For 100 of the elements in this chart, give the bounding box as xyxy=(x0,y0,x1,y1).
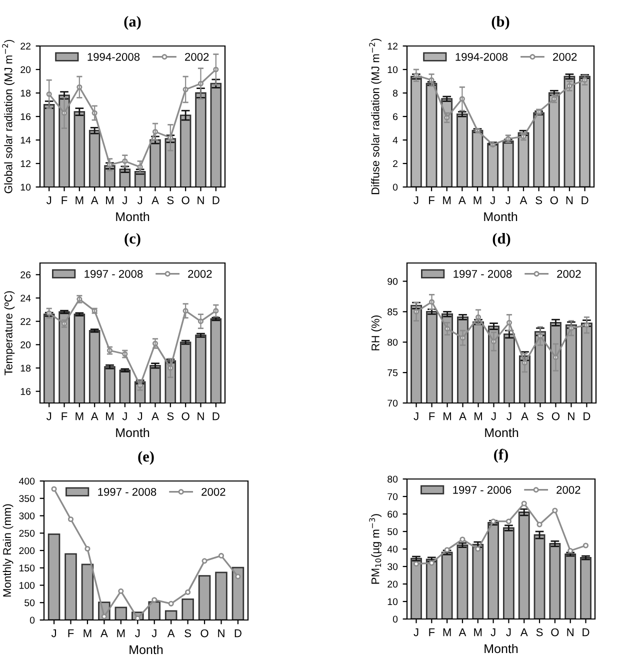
x-tick-label: J xyxy=(506,196,510,204)
x-tick-label: N xyxy=(566,196,573,204)
y-axis-title: Monthly Rain (mm) xyxy=(2,504,14,597)
x-tick-label: J xyxy=(51,629,56,638)
x-tick-label: O xyxy=(552,412,560,420)
x-tick-label: J xyxy=(490,196,495,204)
legend-label: 2002 xyxy=(556,486,580,494)
x-axis-title: Month xyxy=(485,428,518,438)
x-tick-label: M xyxy=(84,629,92,638)
y-tick-label: 30 xyxy=(388,563,398,570)
x-tick-label: A xyxy=(459,412,466,420)
y-tick-label: 22 xyxy=(20,318,30,325)
x-tick-label: A xyxy=(90,412,98,420)
x-tick-label: F xyxy=(429,196,434,204)
y-tick-label: 10 xyxy=(20,184,31,191)
x-tick-label: J xyxy=(152,629,156,638)
y-tick-label: 400 xyxy=(18,478,35,485)
x-tick-label: A xyxy=(521,412,528,420)
x-axis-title: Month xyxy=(116,428,150,438)
x-tick-label: J xyxy=(122,196,127,204)
x-tick-label: J xyxy=(137,196,142,204)
x-tick-label: D xyxy=(584,412,590,420)
y-tick-label: 20 xyxy=(20,66,31,74)
x-tick-label: M xyxy=(106,196,114,204)
x-tick-label: A xyxy=(100,629,108,638)
x-tick-label: F xyxy=(62,412,68,420)
x-tick-label: O xyxy=(182,412,190,420)
y-tick-label: 8 xyxy=(392,90,398,97)
chart-title: (a) xyxy=(124,16,141,30)
y-tick-label: 12 xyxy=(20,160,30,168)
y-tick-label: 50 xyxy=(24,599,35,606)
chart-title: (d) xyxy=(492,232,510,247)
x-tick-label: S xyxy=(184,629,191,638)
y-tick-label: 80 xyxy=(388,476,398,483)
y-axis-title: Global solar radiation (MJ m$^{−2}$) xyxy=(2,40,14,194)
x-tick-label: J xyxy=(46,196,52,204)
y-tick-label: 0 xyxy=(30,616,35,624)
legend-label: 1997 - 2008 xyxy=(84,270,143,278)
y-tick-label: 10 xyxy=(388,66,398,74)
x-tick-label: J xyxy=(137,412,142,420)
y-tick-label: 40 xyxy=(387,546,398,553)
x-tick-label: D xyxy=(212,196,220,204)
x-tick-label: O xyxy=(551,628,559,636)
y-tick-label: 75 xyxy=(388,369,398,376)
x-axis-title: Month xyxy=(484,212,518,222)
y-tick-label: 85 xyxy=(388,308,398,316)
x-tick-label: M xyxy=(474,196,482,204)
y-tick-label: 24 xyxy=(20,294,31,302)
y-tick-label: 4 xyxy=(392,136,398,144)
x-tick-label: D xyxy=(582,196,588,204)
y-tick-label: 18 xyxy=(20,90,31,97)
y-tick-label: 16 xyxy=(20,113,31,120)
legend-label: 2002 xyxy=(185,52,209,61)
x-tick-label: S xyxy=(537,412,544,420)
y-axis-title: Temperature (ºC) xyxy=(4,291,15,376)
y-tick-label: 10 xyxy=(388,598,398,606)
y-tick-label: 60 xyxy=(388,510,398,518)
y-axis-title: RH (%) xyxy=(371,315,382,350)
legend-label: 2002 xyxy=(557,270,581,278)
y-tick-label: 6 xyxy=(393,113,398,120)
y-axis-title: Diffuse solar radiation (MJ m$^{−2}$) xyxy=(369,38,382,194)
x-tick-label: F xyxy=(429,628,435,636)
x-tick-label: J xyxy=(414,196,418,204)
y-tick-label: 150 xyxy=(19,564,35,572)
x-tick-label: J xyxy=(414,628,418,636)
x-axis-title: Month xyxy=(484,644,518,654)
x-tick-label: A xyxy=(152,196,159,204)
x-tick-label: M xyxy=(117,629,125,638)
legend-label: 2002 xyxy=(188,270,212,278)
x-tick-label: D xyxy=(234,629,242,638)
x-axis-title: Month xyxy=(130,644,163,654)
x-tick-label: S xyxy=(536,196,542,204)
y-tick-label: 350 xyxy=(19,495,35,502)
chart-title: (c) xyxy=(124,232,140,247)
y-tick-label: 20 xyxy=(388,580,398,588)
y-tick-label: 2 xyxy=(393,160,398,168)
legend-label: 1994-2008 xyxy=(456,52,508,61)
y-tick-label: 20 xyxy=(20,341,31,348)
x-tick-label: J xyxy=(490,628,496,636)
y-tick-label: 14 xyxy=(20,136,31,144)
y-tick-label: 250 xyxy=(19,530,35,537)
y-tick-label: 18 xyxy=(20,364,31,372)
legend-label: 2002 xyxy=(202,488,226,496)
x-tick-label: M xyxy=(443,196,451,204)
y-tick-label: 70 xyxy=(388,400,398,407)
x-tick-label: M xyxy=(443,628,451,636)
x-tick-label: J xyxy=(122,412,127,420)
x-tick-label: N xyxy=(218,629,224,638)
x-tick-label: A xyxy=(152,412,159,420)
y-tick-label: 16 xyxy=(20,388,31,395)
legend-label: 1994-2008 xyxy=(88,52,140,61)
x-tick-label: M xyxy=(474,628,482,636)
x-tick-label: A xyxy=(458,196,466,204)
x-tick-label: J xyxy=(491,412,496,420)
x-tick-label: M xyxy=(474,412,482,420)
x-tick-label: J xyxy=(506,412,512,420)
y-tick-label: 26 xyxy=(20,271,31,278)
x-tick-label: J xyxy=(414,412,418,420)
y-tick-label: 0 xyxy=(392,616,398,623)
y-tick-label: 22 xyxy=(20,42,30,50)
